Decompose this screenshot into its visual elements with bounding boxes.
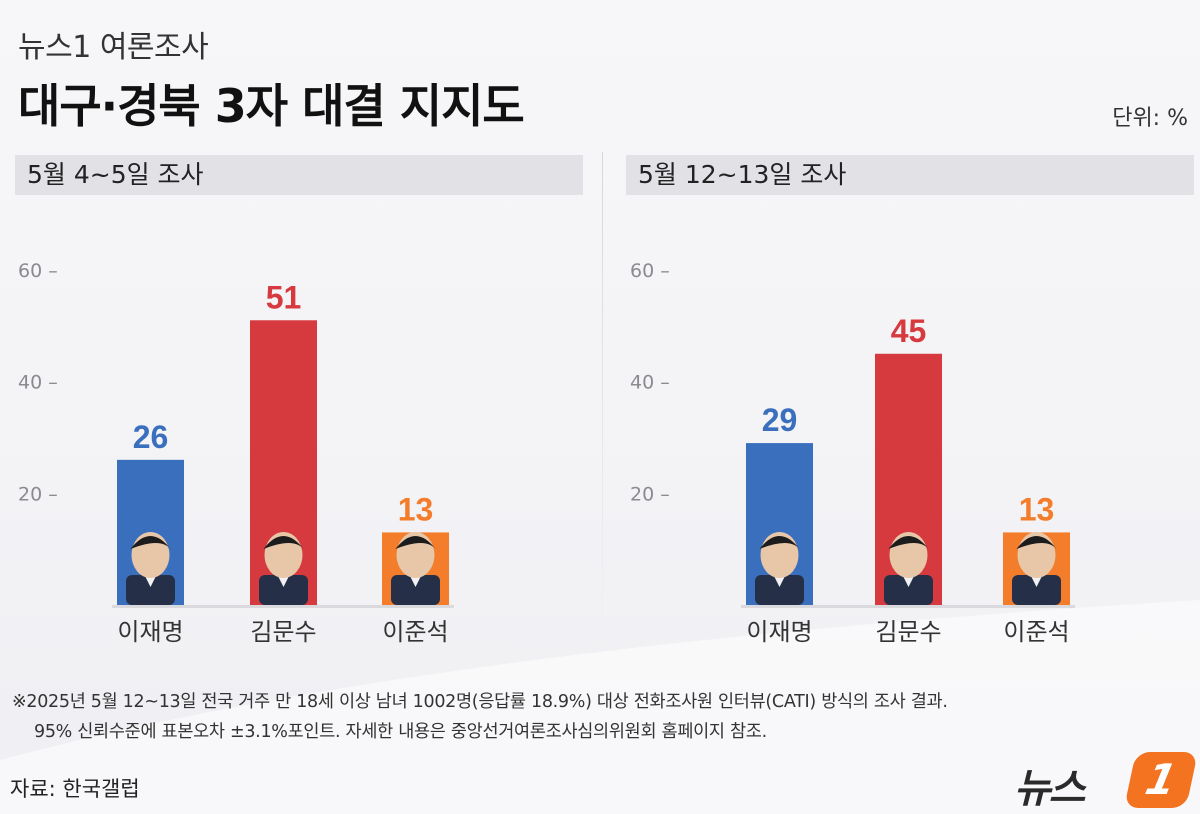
- y-tick-label: 60 –: [18, 260, 58, 282]
- data-label: 26: [133, 419, 169, 455]
- portrait-suit: [126, 575, 175, 605]
- panel-1-header: 5월 4~5일 조사: [15, 155, 583, 195]
- category-label: 이재명: [117, 618, 183, 646]
- logo-mark: 1: [1124, 752, 1198, 808]
- unit-label: 단위: %: [1112, 106, 1188, 131]
- portrait-shirt: [902, 575, 915, 587]
- panel-2-header: 5월 12~13일 조사: [626, 155, 1194, 195]
- baseline: [741, 605, 1075, 608]
- news1-logo: 뉴스 1: [1014, 748, 1198, 812]
- y-tick-label: 20 –: [18, 483, 58, 505]
- category-label: 이준석: [1003, 618, 1069, 646]
- note-line-2: 95% 신뢰수준에 표본오차 ±3.1%포인트. 자세한 내용은 중앙선거여론조…: [34, 722, 767, 742]
- data-label: 13: [1019, 491, 1055, 527]
- portrait-shirt: [1030, 575, 1043, 587]
- portrait-suit: [259, 575, 308, 605]
- note-line-1: ※2025년 5월 12~13일 전국 거주 만 18세 이상 남녀 1002명…: [12, 692, 948, 712]
- category-label: 이재명: [746, 618, 812, 646]
- data-label: 51: [266, 279, 302, 315]
- portrait-hair: [759, 536, 800, 549]
- data-label: 29: [762, 402, 798, 438]
- portrait-hair: [395, 536, 436, 549]
- logo-text: 뉴스: [1014, 766, 1086, 812]
- portrait-hair: [1016, 536, 1057, 549]
- kicker: 뉴스1 여론조사: [18, 30, 209, 65]
- portrait-suit: [1012, 575, 1061, 605]
- panel-divider: [602, 152, 603, 652]
- category-label: 김문수: [875, 618, 941, 646]
- portrait-suit: [884, 575, 933, 605]
- portrait-shirt: [277, 575, 290, 587]
- portrait-hair: [130, 536, 171, 549]
- category-label: 이준석: [382, 618, 448, 646]
- portrait-hair: [263, 536, 304, 549]
- y-tick-label: 40 –: [18, 372, 58, 394]
- portrait-shirt: [409, 575, 422, 587]
- data-label: 13: [398, 491, 434, 527]
- baseline: [112, 605, 454, 608]
- y-tick-label: 40 –: [630, 372, 670, 394]
- portrait-suit: [391, 575, 440, 605]
- y-tick-label: 60 –: [630, 260, 670, 282]
- y-tick-label: 20 –: [630, 483, 670, 505]
- portrait-shirt: [144, 575, 157, 587]
- portrait-shirt: [773, 575, 786, 587]
- portrait-hair: [888, 536, 929, 549]
- source-label: 자료: 한국갤럽: [10, 777, 140, 801]
- page-title: 대구·경북 3자 대결 지지도: [18, 79, 525, 133]
- category-label: 김문수: [250, 618, 316, 646]
- data-label: 45: [891, 313, 927, 349]
- portrait-suit: [755, 575, 804, 605]
